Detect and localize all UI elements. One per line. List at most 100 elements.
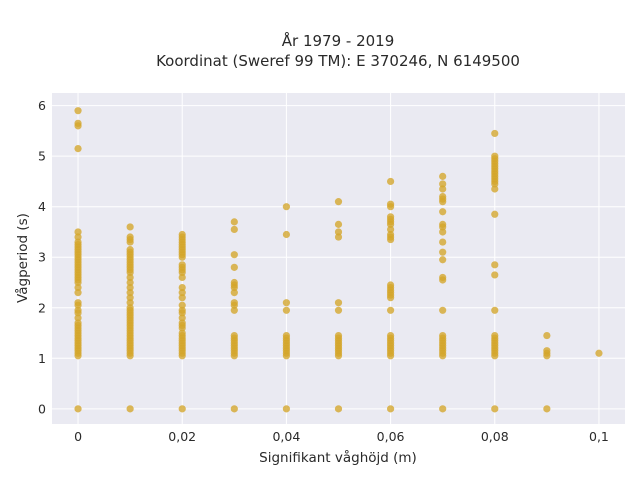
data-point <box>439 172 447 180</box>
x-tick-label: 0,08 <box>481 429 509 444</box>
x-tick-label: 0,06 <box>377 429 405 444</box>
data-point <box>543 331 551 340</box>
data-point <box>230 263 238 271</box>
data-point <box>386 225 395 234</box>
data-point <box>595 349 603 357</box>
data-point <box>334 306 343 314</box>
data-point <box>230 251 238 259</box>
data-point <box>178 230 186 239</box>
x-tick-label: 0,04 <box>272 429 300 444</box>
data-point <box>126 223 134 231</box>
data-point <box>74 319 82 327</box>
data-point <box>439 208 447 216</box>
y-tick-label: 3 <box>38 250 46 265</box>
data-point <box>491 271 499 279</box>
x-tick-label: 0,1 <box>589 429 609 444</box>
x-axis-title: Signifikant våghöjd (m) <box>259 449 417 466</box>
y-axis-title: Vågperiod (s) <box>14 213 31 303</box>
data-point <box>439 238 447 246</box>
data-point <box>491 210 499 218</box>
data-point <box>491 129 499 138</box>
data-point <box>334 228 343 236</box>
data-point <box>491 261 499 269</box>
data-point <box>126 289 134 297</box>
plot-area <box>52 93 625 424</box>
data-point <box>74 306 82 314</box>
data-point <box>126 299 134 307</box>
data-point <box>230 218 238 226</box>
data-point <box>491 152 499 160</box>
data-point <box>386 281 395 289</box>
y-tick-label: 0 <box>38 401 46 416</box>
y-tick-label: 5 <box>38 149 46 164</box>
chart-subtitle: Koordinat (Sweref 99 TM): E 370246, N 61… <box>156 52 520 70</box>
data-point <box>491 185 499 193</box>
data-point <box>334 331 343 340</box>
data-point <box>74 228 82 236</box>
data-point <box>386 200 395 208</box>
data-point <box>386 306 395 314</box>
data-point <box>178 306 186 314</box>
y-tick-labels: 0 1 2 3 4 5 6 <box>38 98 46 416</box>
data-point <box>74 233 82 241</box>
data-point <box>178 273 186 282</box>
data-point <box>334 299 343 307</box>
data-point <box>543 405 551 413</box>
y-tick-label: 1 <box>38 351 46 366</box>
data-point <box>282 306 291 314</box>
data-point <box>74 144 82 153</box>
data-point <box>543 347 551 355</box>
data-point <box>439 273 447 282</box>
data-point <box>439 256 447 264</box>
data-point <box>282 331 291 340</box>
data-point <box>74 119 82 127</box>
chart-title: År 1979 - 2019 <box>282 31 395 50</box>
data-point <box>178 329 186 337</box>
data-point <box>386 177 395 186</box>
data-point <box>178 319 186 327</box>
data-point <box>230 405 238 413</box>
data-point <box>439 220 447 228</box>
data-point <box>74 283 82 292</box>
data-point <box>126 246 134 254</box>
data-point <box>334 405 343 413</box>
data-point <box>386 213 395 221</box>
data-point <box>126 405 134 413</box>
data-point <box>439 306 447 314</box>
data-point <box>126 283 134 292</box>
data-point <box>491 306 499 314</box>
data-point <box>439 248 447 256</box>
data-point <box>230 306 238 314</box>
x-tick-label: 0,02 <box>168 429 196 444</box>
points-layer <box>74 107 603 413</box>
data-point <box>439 180 447 188</box>
data-point <box>230 225 238 234</box>
data-point <box>230 278 238 287</box>
x-tick-label: 0 <box>74 429 82 444</box>
data-point <box>282 203 291 211</box>
data-point <box>74 107 82 115</box>
data-point <box>74 314 82 322</box>
data-point <box>439 228 447 236</box>
data-point <box>126 233 134 241</box>
y-tick-label: 4 <box>38 199 46 214</box>
data-point <box>230 331 238 340</box>
data-point <box>491 331 499 340</box>
data-point <box>178 283 186 292</box>
data-point <box>126 304 134 312</box>
data-point <box>178 405 186 413</box>
data-point <box>491 405 499 413</box>
x-tick-labels: 0 0,02 0,04 0,06 0,08 0,1 <box>74 429 609 444</box>
data-point <box>178 314 186 322</box>
data-point <box>282 230 291 239</box>
data-point <box>74 289 82 297</box>
data-point <box>439 405 447 413</box>
data-point <box>126 278 134 287</box>
y-tick-label: 6 <box>38 98 46 113</box>
data-point <box>282 405 291 413</box>
data-point <box>178 261 186 269</box>
data-point <box>126 273 134 282</box>
data-point <box>178 294 186 302</box>
data-point <box>178 289 186 297</box>
